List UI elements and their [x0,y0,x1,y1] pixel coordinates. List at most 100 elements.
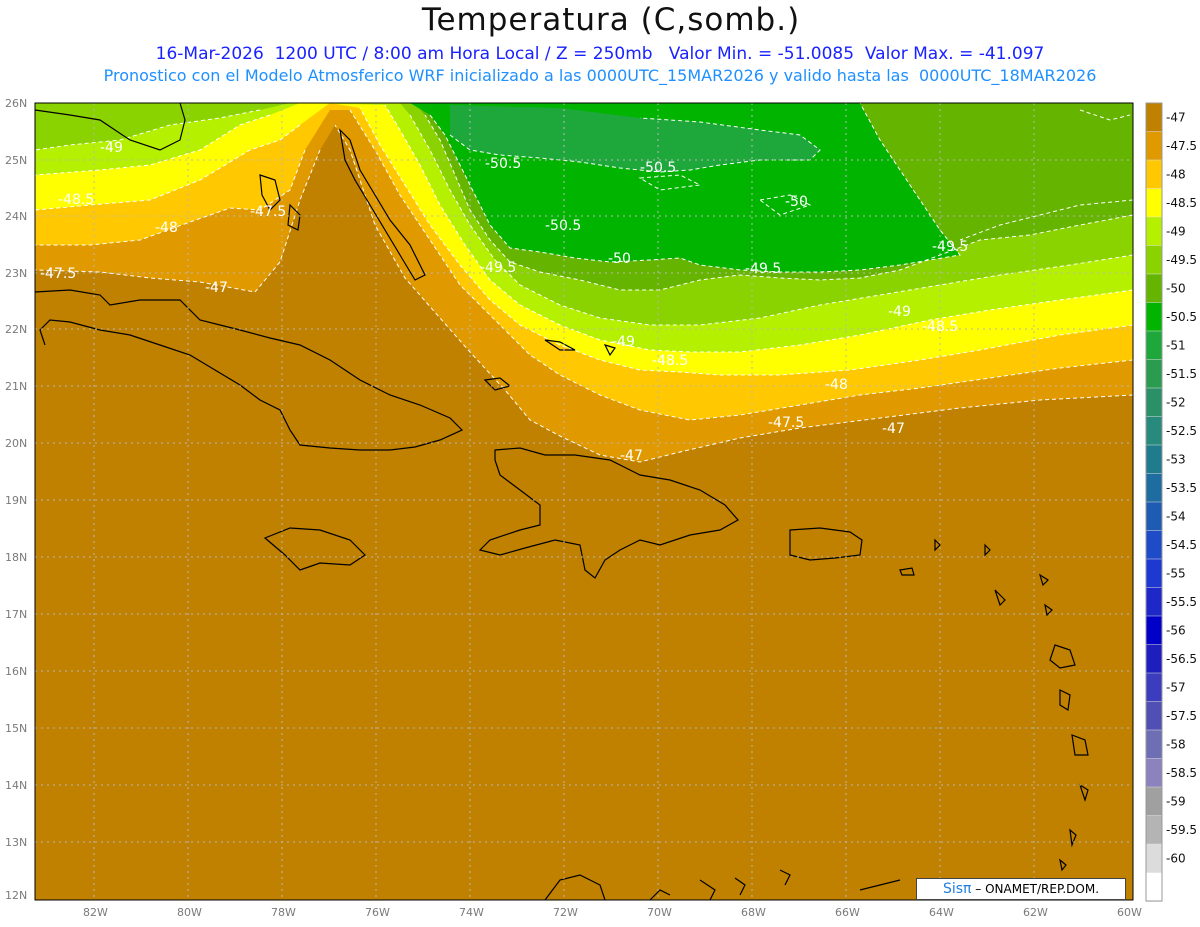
colorbar-swatch [1145,216,1163,247]
colorbar-label: -47.5 [1166,139,1197,153]
lon-tick-label: 68W [741,906,766,919]
colorbar-label: -58 [1166,737,1186,751]
puerto-rico-coast [789,527,863,561]
colorbar-swatch [1145,815,1163,845]
grid-lines [35,103,1133,900]
lon-tick-label: 78W [271,906,296,919]
colorbar-label: -60 [1166,851,1186,865]
hispaniola-coast [478,447,739,579]
colorbar-label: -56 [1166,623,1186,637]
colorbar-label: -59.5 [1166,823,1197,837]
lat-tick-label: 26N [5,97,27,110]
lon-tick-label: 82W [83,906,108,919]
colorbar-swatch [1145,444,1163,475]
lat-tick-label: 25N [5,154,27,167]
colorbar-label: -57 [1166,680,1186,694]
credit-box: Sisπ – ONAMET/REP.DOM. [916,878,1126,900]
lon-tick-label: 74W [459,906,484,919]
contour-label: -47 [205,280,228,296]
colorbar-swatch [1145,701,1163,731]
colorbar-swatch [1145,501,1163,532]
lat-tick-label: 21N [5,380,27,393]
lon-tick-label: 70W [647,906,672,919]
colorbar-swatch [1145,558,1163,589]
bahamas-islands [287,128,426,281]
contour-label: -49.5 [932,239,968,255]
temp-fill-north-patch [450,105,820,172]
colorbar-label: -59 [1166,794,1186,808]
colorbar-swatch [1145,644,1163,674]
colorbar-label: -53 [1166,452,1186,466]
lon-tick-label: 66W [835,906,860,919]
contour-label: -47.5 [40,266,76,282]
contour-label: -49 [100,140,123,156]
contour-label: -48.5 [652,353,688,369]
sispi-logo: Sisπ [942,881,972,897]
colorbar-label: -52.5 [1166,424,1197,438]
colorbar-label: -51.5 [1166,367,1197,381]
colorbar-swatch [1145,330,1163,361]
colorbar: -47 -47.5 -48 -48.5 -49 -49.5 -50 -50.5 -51 -51.5… [1145,102,1197,902]
colorbar-swatch [1145,159,1163,190]
contour-label: -48.5 [922,319,958,335]
colorbar-label: -54.5 [1166,538,1197,552]
florida-coast [34,102,186,151]
lesser-antilles [899,538,1089,872]
credit-text: – ONAMET/REP.DOM. [971,882,1100,896]
colorbar-frame [1145,102,1163,902]
colorbar-swatch [1145,302,1163,332]
colorbar-swatch [1145,102,1163,133]
lat-tick-label: 20N [5,437,27,450]
contour-label: -50.5 [545,218,581,234]
contour-label: -48.5 [58,192,94,208]
colorbar-swatch [1145,587,1163,617]
lon-tick-label: 76W [365,906,390,919]
lat-tick-label: 19N [5,494,27,507]
contour-label: -47 [620,448,643,464]
lat-tick-label: 23N [5,267,27,280]
lat-tick-label: 24N [5,210,27,223]
contour-label: -48 [155,220,178,236]
contour-label: -50 [608,251,631,267]
contour-label: -49 [888,304,911,320]
colorbar-label: -52 [1166,395,1186,409]
map-subtitle-model-info: Pronostico con el Modelo Atmosferico WRF… [103,66,1097,85]
colorbar-label: -56.5 [1166,652,1197,666]
contour-label: -49.5 [480,260,516,276]
contour-label: -49 [612,334,635,350]
south-america-coast [544,869,901,901]
contour-label: -47.5 [768,415,804,431]
jamaica-coast [263,527,366,571]
colorbar-swatch [1145,843,1163,874]
contour-label: -48 [825,377,848,393]
colorbar-label: -47 [1166,110,1186,124]
colorbar-swatch [1145,473,1163,503]
lat-tick-label: 15N [5,722,27,735]
map-subtitle-run-info: 16-Mar-2026 1200 UTC / 8:00 am Hora Loca… [155,44,1045,64]
colorbar-swatch [1145,416,1163,446]
lon-axis-labels: 82W 80W 78W 76W 74W 72W 70W 68W 66W 64W … [83,906,1142,919]
lon-tick-label: 62W [1023,906,1048,919]
colorbar-swatch [1145,188,1163,218]
colorbar-label: -50 [1166,281,1186,295]
colorbar-swatch [1145,758,1163,788]
colorbar-label: -49 [1166,224,1186,238]
lat-tick-label: 17N [5,608,27,621]
colorbar-label: -55 [1166,566,1186,580]
contour-label: -50.5 [640,160,676,176]
colorbar-label: -49.5 [1166,253,1197,267]
contour-label-group: -49 -48.5 -48 -47.5 -47.5 -47 -50.5 -50.… [40,140,968,464]
colorbar-swatch [1145,672,1163,703]
contour-label: -50 [785,194,808,210]
lat-tick-label: 14N [5,779,27,792]
temp-fill-green-patch [860,103,1133,240]
isotherm-lines [35,103,1133,463]
lat-tick-label: 22N [5,323,27,336]
colorbar-swatch [1145,273,1163,304]
lat-tick-label: 18N [5,551,27,564]
colorbar-label: -53.5 [1166,481,1197,495]
contour-label: -50.5 [485,156,521,172]
colorbar-label: -48 [1166,167,1186,181]
colorbar-swatch [1145,872,1163,902]
